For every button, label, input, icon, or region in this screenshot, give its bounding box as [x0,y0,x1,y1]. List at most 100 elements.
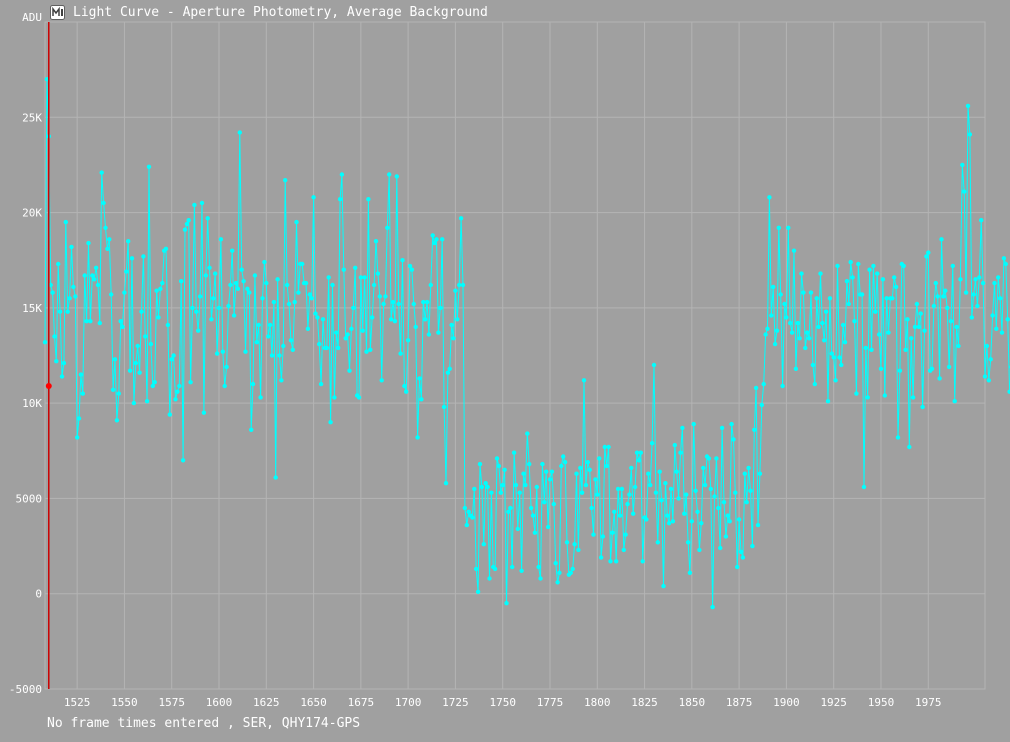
data-point [769,313,774,318]
data-point [364,349,369,354]
data-point [235,286,241,291]
data-point [926,250,931,255]
light-curve-app-icon [50,4,65,20]
data-point [829,351,834,356]
data-point [593,477,598,482]
data-point [61,360,67,366]
data-point [508,505,513,511]
data-point [347,368,352,373]
data-point [370,315,375,320]
x-tick-label: 1600 [206,696,233,709]
data-point [309,296,314,301]
data-point [394,174,399,179]
data-point [738,549,744,554]
data-point [207,265,212,270]
data-point [313,311,318,316]
data-point [1001,256,1007,261]
data-point [956,343,961,349]
data-point [188,380,193,385]
data-point [124,269,129,274]
data-point [973,277,978,282]
data-point [553,561,558,566]
data-point [549,469,555,474]
data-point [405,338,411,343]
data-point [305,326,311,331]
data-point [186,218,191,223]
data-point [419,397,424,402]
data-point [852,319,857,324]
data-point [994,326,999,331]
data-point [504,601,509,606]
data-point [409,267,415,272]
data-point [400,258,405,263]
data-point [776,225,781,230]
data-point [757,471,763,476]
data-point [746,465,751,471]
data-point [708,486,713,492]
data-point [286,301,292,307]
data-point [646,471,651,476]
data-point [337,197,343,202]
data-point [910,395,916,400]
data-point [120,324,125,330]
data-point [597,456,602,461]
data-point [716,505,721,511]
data-point [682,511,687,516]
data-point [224,364,229,370]
data-point [237,130,242,135]
data-point [315,315,320,320]
data-point [820,320,825,326]
y-tick-label: 5000 [16,492,43,505]
data-point [788,320,793,326]
data-point [42,340,48,345]
data-point [220,349,225,354]
data-point [182,227,188,232]
x-tick-label: 1825 [631,696,658,709]
data-point [939,237,944,242]
data-point [865,395,870,400]
data-point [914,301,920,307]
series-layer [42,77,1010,610]
data-point [360,328,365,333]
data-point [996,275,1001,280]
data-point [687,570,693,575]
data-point [519,568,524,573]
data-point [992,280,997,286]
data-point [941,294,946,299]
data-point [1007,389,1010,394]
data-point [980,280,986,286]
data-point [931,303,937,309]
data-point [718,545,723,551]
data-point [547,477,553,482]
data-point [107,237,112,242]
data-point [67,296,72,301]
data-point [701,465,706,471]
data-point [339,172,345,177]
grid-layer [44,21,986,690]
data-point [184,221,190,227]
data-point [392,319,398,324]
data-point [946,364,952,370]
data-point [765,326,770,331]
data-point [449,322,454,328]
data-point [180,458,186,463]
data-point [388,317,394,322]
data-point [827,296,833,301]
data-point [581,378,587,383]
data-point [943,288,948,293]
data-point [356,395,362,400]
data-point [606,444,611,450]
data-point [984,343,990,349]
y-tick-label: 20K [22,207,42,220]
data-point [750,543,755,549]
x-tick-label: 1800 [584,696,611,709]
data-point [95,282,101,288]
data-point [144,399,150,404]
x-tick-label: 1550 [111,696,138,709]
data-point [190,305,195,311]
data-point [534,484,539,490]
data-point [73,294,78,299]
data-point [933,280,938,286]
data-point [112,357,118,362]
